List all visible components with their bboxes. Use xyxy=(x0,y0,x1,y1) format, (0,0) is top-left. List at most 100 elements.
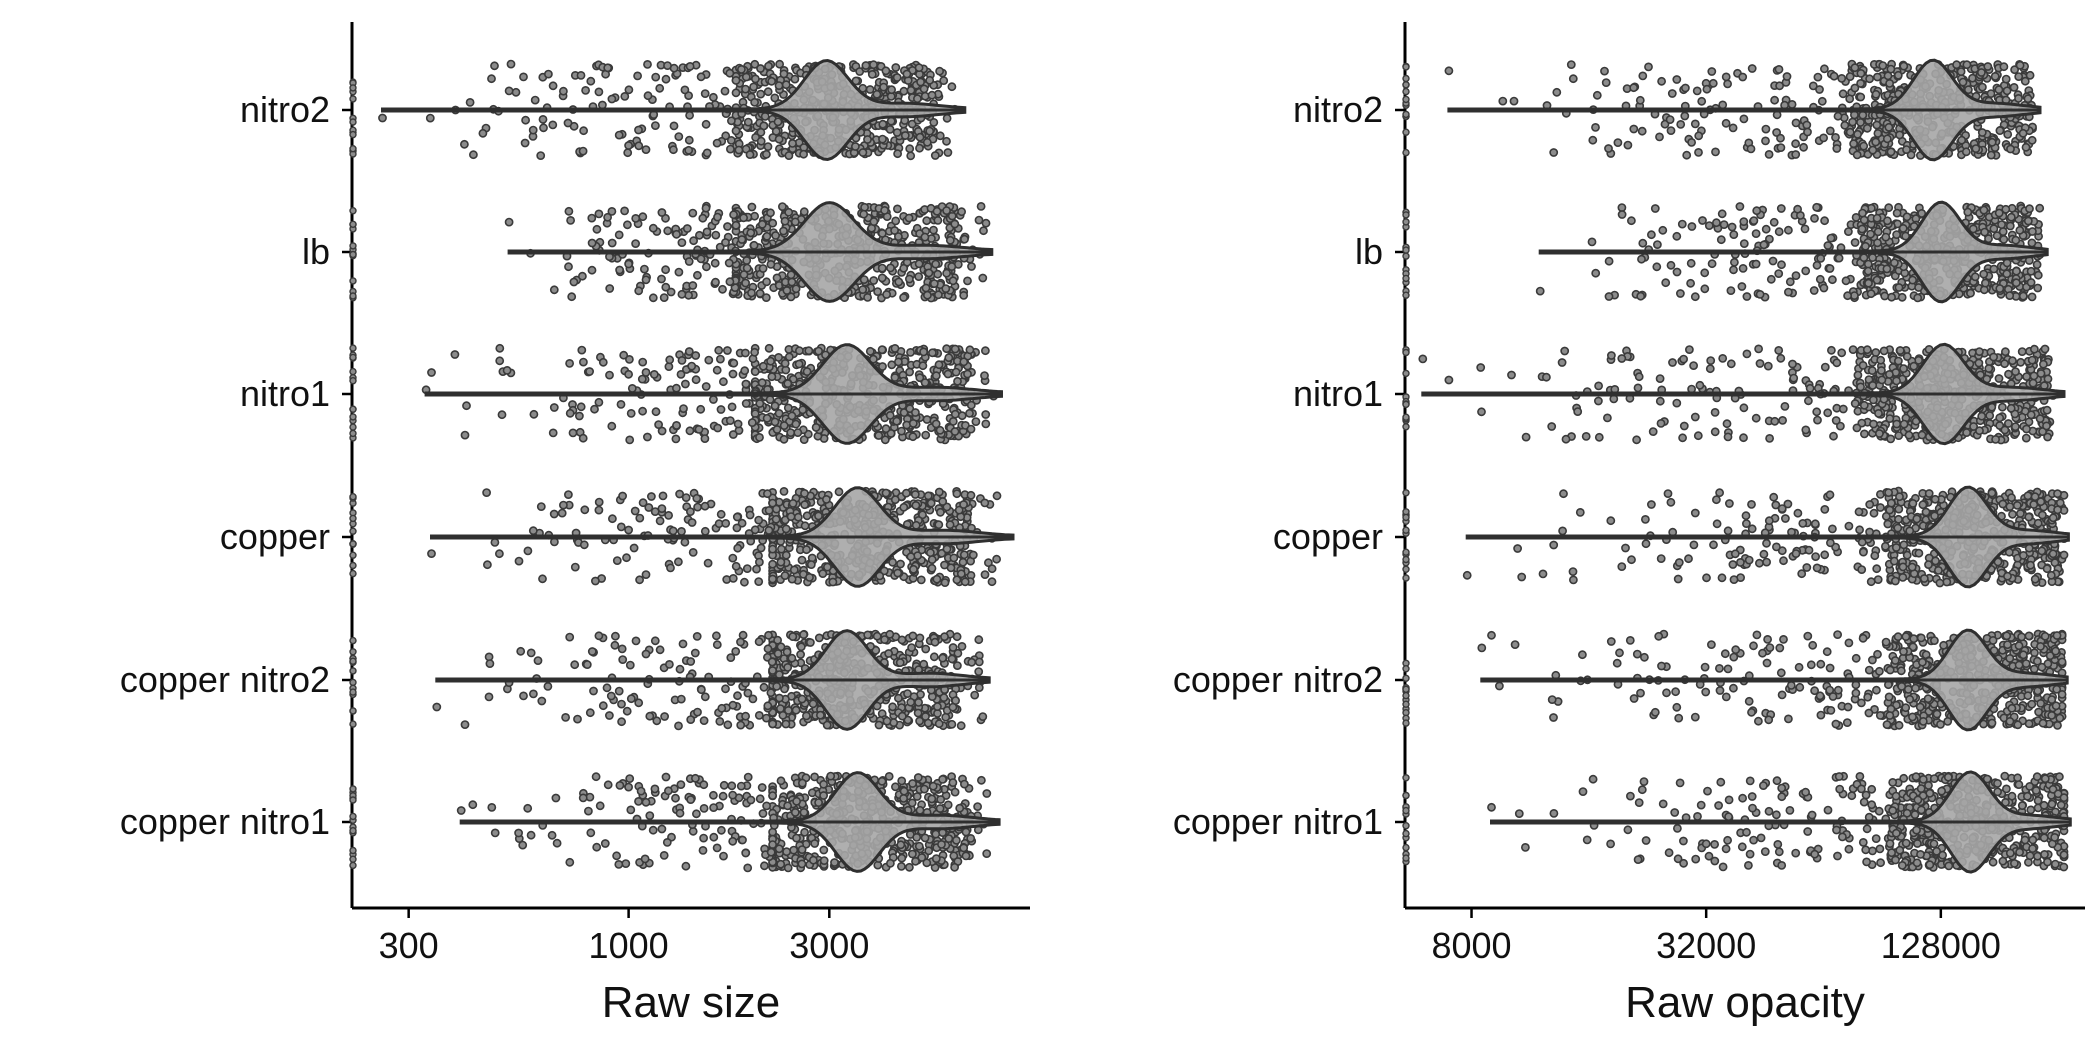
jitter-point xyxy=(979,226,988,236)
jitter-point xyxy=(1782,72,1792,81)
jitter-point xyxy=(657,274,666,284)
jitter-point xyxy=(894,357,903,367)
jitter-point xyxy=(927,90,937,100)
outlier-point xyxy=(641,649,651,659)
jitter-point xyxy=(872,631,882,641)
jitter-point xyxy=(786,428,796,437)
jitter-point xyxy=(834,487,844,497)
outlier-point xyxy=(657,504,667,513)
jitter-point xyxy=(548,81,558,91)
jitter-point xyxy=(897,853,907,863)
jitter-point xyxy=(694,424,704,434)
jitter-point xyxy=(1849,139,1858,149)
jitter-point xyxy=(595,801,605,811)
jitter-point xyxy=(740,366,750,376)
jitter-point xyxy=(710,258,720,268)
outlier-point xyxy=(594,505,604,515)
jitter-point xyxy=(907,798,917,808)
jitter-point xyxy=(640,854,650,864)
jitter-point xyxy=(648,825,658,835)
jitter-point xyxy=(799,207,809,217)
jitter-point xyxy=(734,145,744,155)
jitter-point xyxy=(779,421,789,430)
jitter-point xyxy=(981,218,991,228)
jitter-point xyxy=(686,657,696,666)
jitter-point xyxy=(1987,137,1997,147)
jitter-point xyxy=(677,289,687,299)
jitter-point xyxy=(808,699,818,709)
jitter-point xyxy=(748,694,758,704)
jitter-point xyxy=(719,780,729,790)
axis-clipped-point xyxy=(349,657,357,665)
jitter-point xyxy=(729,358,739,368)
jitter-point xyxy=(897,776,907,786)
jitter-point xyxy=(925,126,935,136)
jitter-point xyxy=(861,61,871,70)
jitter-point xyxy=(881,488,891,498)
jitter-point xyxy=(682,224,692,233)
jitter-point xyxy=(696,72,706,82)
jitter-point xyxy=(774,844,784,854)
outlier-point xyxy=(1721,118,1731,128)
jitter-point xyxy=(781,80,791,90)
violin-group-copper-nitro1: copper nitro1 xyxy=(120,771,1001,873)
jitter-point xyxy=(576,402,586,412)
jitter-point xyxy=(557,508,567,518)
jitter-point xyxy=(910,490,920,499)
jitter-point xyxy=(490,538,500,547)
jitter-point xyxy=(638,406,647,416)
outlier-point xyxy=(1613,138,1623,147)
jitter-point xyxy=(950,344,960,354)
jitter-point xyxy=(1850,238,1860,247)
jitter-point xyxy=(716,405,726,414)
jitter-point xyxy=(940,578,950,587)
jitter-point xyxy=(621,859,631,868)
jitter-point xyxy=(671,434,681,444)
outlier-point xyxy=(518,840,528,850)
jitter-point xyxy=(677,238,687,247)
jitter-point xyxy=(776,859,786,869)
jitter-point xyxy=(516,646,526,656)
outlier-point xyxy=(465,98,475,107)
jitter-point xyxy=(987,564,997,574)
jitter-point xyxy=(914,272,924,281)
jitter-point xyxy=(798,778,807,788)
jitter-point xyxy=(877,345,887,355)
jitter-point xyxy=(623,220,632,230)
jitter-point xyxy=(692,809,701,819)
jitter-point xyxy=(1850,63,1860,73)
jitter-point xyxy=(948,276,958,286)
jitter-point xyxy=(888,702,897,712)
jitter-point xyxy=(709,803,718,812)
jitter-point xyxy=(733,691,742,701)
jitter-point xyxy=(697,685,706,695)
jitter-point xyxy=(919,84,929,94)
jitter-point xyxy=(539,123,548,133)
jitter-point xyxy=(1958,77,1968,87)
jitter-point xyxy=(625,435,635,445)
jitter-point xyxy=(1856,69,1866,78)
y-tick-label: nitro1 xyxy=(240,373,330,414)
jitter-point xyxy=(548,428,558,438)
jitter-point xyxy=(903,689,912,698)
jitter-point xyxy=(564,262,573,272)
jitter-point xyxy=(920,833,930,843)
jitter-point xyxy=(981,410,991,419)
jitter-point xyxy=(901,488,911,498)
jitter-point xyxy=(696,404,706,414)
jitter-point xyxy=(914,63,924,73)
jitter-point xyxy=(1856,118,1865,127)
jitter-point xyxy=(756,64,765,73)
jitter-point xyxy=(585,367,594,376)
jitter-point xyxy=(1892,230,1901,239)
jitter-point xyxy=(963,369,972,379)
outlier-point xyxy=(594,631,604,641)
jitter-point xyxy=(940,560,949,570)
jitter-point xyxy=(2023,94,2033,104)
jitter-point xyxy=(959,500,968,509)
jitter-point xyxy=(658,491,668,501)
outlier-point xyxy=(614,686,624,696)
jitter-point xyxy=(872,89,882,99)
outlier-point xyxy=(1747,64,1757,73)
